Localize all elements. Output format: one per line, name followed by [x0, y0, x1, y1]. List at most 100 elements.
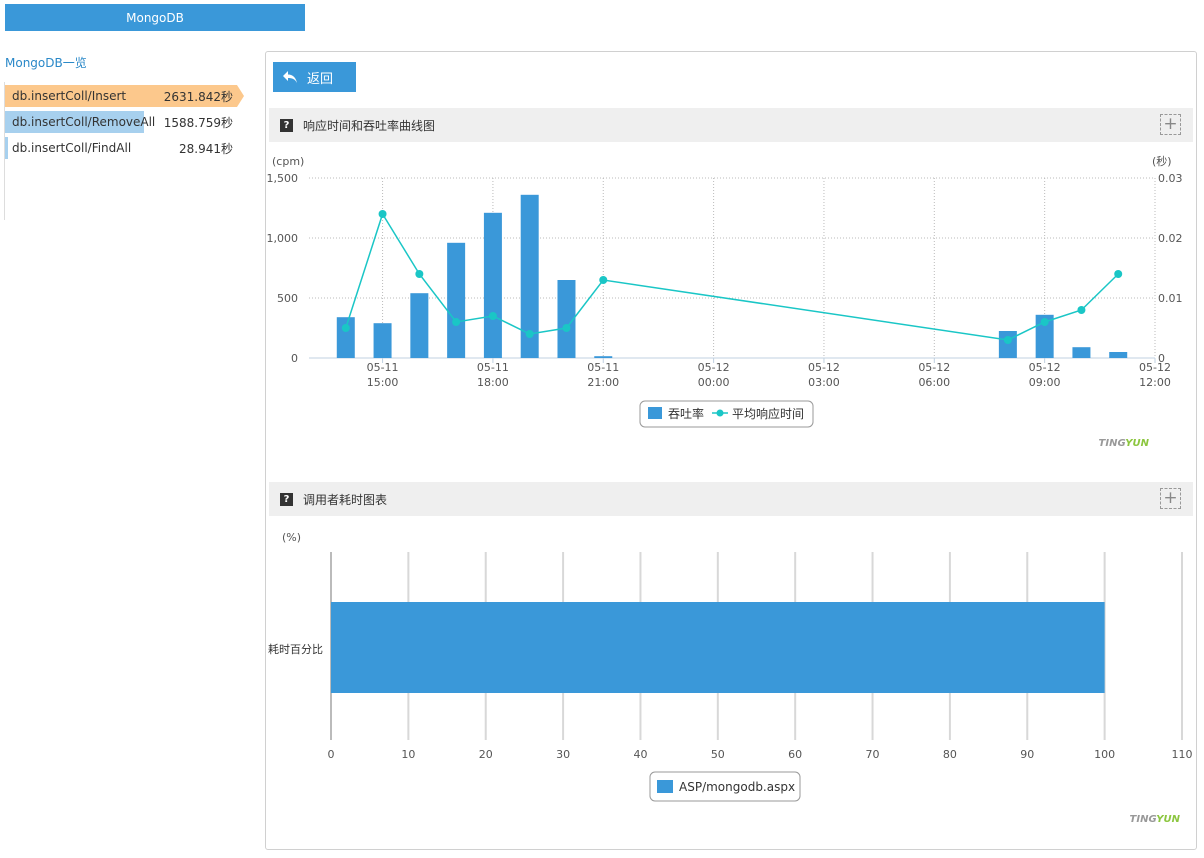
throughput-bar — [373, 323, 392, 358]
throughput-bar — [520, 194, 539, 358]
legend-label: ASP/mongodb.aspx — [679, 780, 795, 794]
help-icon[interactable]: ? — [280, 492, 293, 506]
x-tick-label: 20 — [479, 748, 493, 761]
sidebar-item-label: db.insertColl/Insert — [12, 89, 127, 103]
back-arrow-icon — [283, 71, 297, 83]
sidebar-item-label: db.insertColl/RemoveAll — [12, 115, 156, 129]
x-tick-label: 05-12 — [918, 361, 950, 374]
x-tick-label: 100 — [1094, 748, 1115, 761]
x-tick-label: 60 — [788, 748, 802, 761]
sidebar-item-value: 2631.842秒 — [163, 89, 233, 104]
x-unit: (%) — [282, 531, 301, 544]
throughput-bar — [594, 356, 613, 358]
help-icon[interactable]: ? — [280, 118, 293, 132]
x-tick-label: 21:00 — [587, 376, 619, 389]
x-tick-label: 0 — [328, 748, 335, 761]
x-tick-label: 40 — [633, 748, 647, 761]
x-tick-label: 05-11 — [477, 361, 509, 374]
throughput-bar — [1109, 352, 1128, 358]
throughput-bar — [336, 317, 355, 358]
y-right-tick-label: 0.03 — [1158, 172, 1183, 185]
x-tick-label: 05-12 — [698, 361, 730, 374]
chart2-header: ? 调用者耗时图表 + — [269, 482, 1193, 516]
expand-icon[interactable]: + — [1160, 488, 1181, 509]
legend-label-throughput: 吞吐率 — [668, 406, 704, 421]
x-tick-label: 90 — [1020, 748, 1034, 761]
x-tick-label: 30 — [556, 748, 570, 761]
x-tick-label: 18:00 — [477, 376, 509, 389]
response-time-point — [1077, 306, 1086, 314]
sidebar-item-bar — [5, 137, 8, 159]
x-tick-label: 00:00 — [698, 376, 730, 389]
category-label: 耗时百分比 — [268, 643, 323, 656]
legend-label-response: 平均响应时间 — [732, 406, 804, 421]
x-tick-label: 10 — [401, 748, 415, 761]
x-tick-label: 05-11 — [367, 361, 399, 374]
sidebar-title[interactable]: MongoDB一览 — [5, 56, 87, 70]
response-time-point — [1040, 318, 1049, 326]
x-tick-label: 12:00 — [1139, 376, 1171, 389]
x-tick-label: 03:00 — [808, 376, 840, 389]
x-tick-label: 50 — [711, 748, 725, 761]
response-time-line — [345, 212, 1119, 341]
throughput-bar — [557, 280, 576, 358]
x-tick-label: 70 — [866, 748, 880, 761]
response-time-point — [341, 324, 350, 332]
legend-swatch-point — [716, 409, 724, 417]
response-time-point — [562, 324, 571, 332]
sidebar-item-label: db.insertColl/FindAll — [12, 141, 132, 155]
x-tick-label: 110 — [1172, 748, 1193, 761]
throughput-bar — [447, 242, 466, 358]
sidebar-item-value: 1588.759秒 — [163, 115, 233, 130]
chart1-legend — [639, 400, 814, 428]
sidebar-divider — [4, 82, 5, 220]
back-button-label: 返回 — [307, 71, 334, 87]
x-tick-label: 05-12 — [1139, 361, 1171, 374]
chart1-title: 响应时间和吞吐率曲线图 — [303, 118, 436, 133]
x-tick-label: 80 — [943, 748, 957, 761]
tingyun-logo: TINGYUN — [1130, 814, 1181, 825]
x-tick-label: 05-11 — [587, 361, 619, 374]
response-time-point — [378, 210, 387, 218]
duration-bar — [331, 602, 1105, 693]
y-left-unit: (cpm) — [272, 155, 304, 168]
y-right-tick-label: 0 — [1158, 352, 1165, 365]
x-tick-label: 05-12 — [1029, 361, 1061, 374]
y-left-tick-label: 500 — [277, 292, 298, 305]
back-button[interactable]: 返回 — [273, 62, 356, 92]
y-right-tick-label: 0.02 — [1158, 232, 1183, 245]
mongodb-tab[interactable]: MongoDB — [5, 4, 305, 31]
x-tick-label: 05-12 — [808, 361, 840, 374]
chart2-legend — [649, 771, 801, 802]
y-left-tick-label: 0 — [291, 352, 298, 365]
sidebar-item-value: 28.941秒 — [179, 141, 233, 156]
response-time-point — [525, 330, 534, 338]
legend-swatch-throughput — [648, 407, 662, 419]
sidebar-item-bar — [5, 111, 144, 133]
y-right-tick-label: 0.01 — [1158, 292, 1183, 305]
tingyun-logo: TINGYUN — [1099, 438, 1150, 449]
legend-swatch — [657, 780, 673, 793]
throughput-bar — [410, 293, 429, 358]
response-time-point — [1003, 336, 1012, 344]
main-panel — [265, 51, 1197, 850]
response-time-point — [1114, 270, 1123, 278]
response-time-point — [599, 276, 608, 284]
y-right-unit: (秒) — [1152, 154, 1172, 168]
sidebar-item-bar — [5, 85, 244, 107]
response-time-point — [452, 318, 461, 326]
y-left-tick-label: 1,000 — [267, 232, 299, 245]
x-tick-label: 15:00 — [367, 376, 399, 389]
throughput-bar — [483, 212, 502, 358]
response-time-point — [488, 312, 497, 320]
throughput-bar — [1035, 314, 1054, 358]
throughput-bar — [1072, 347, 1091, 358]
y-left-tick-label: 1,500 — [267, 172, 299, 185]
x-tick-label: 09:00 — [1029, 376, 1061, 389]
chart2-title: 调用者耗时图表 — [303, 492, 388, 507]
chart1: 1,500 1,000 500 0 0.03 0.02 0.01 0 (cpm) (秒) 05-11… — [267, 154, 1183, 449]
response-time-point — [415, 270, 424, 278]
expand-icon[interactable]: + — [1160, 114, 1181, 135]
chart1-header: ? 响应时间和吞吐率曲线图 + — [269, 108, 1193, 142]
